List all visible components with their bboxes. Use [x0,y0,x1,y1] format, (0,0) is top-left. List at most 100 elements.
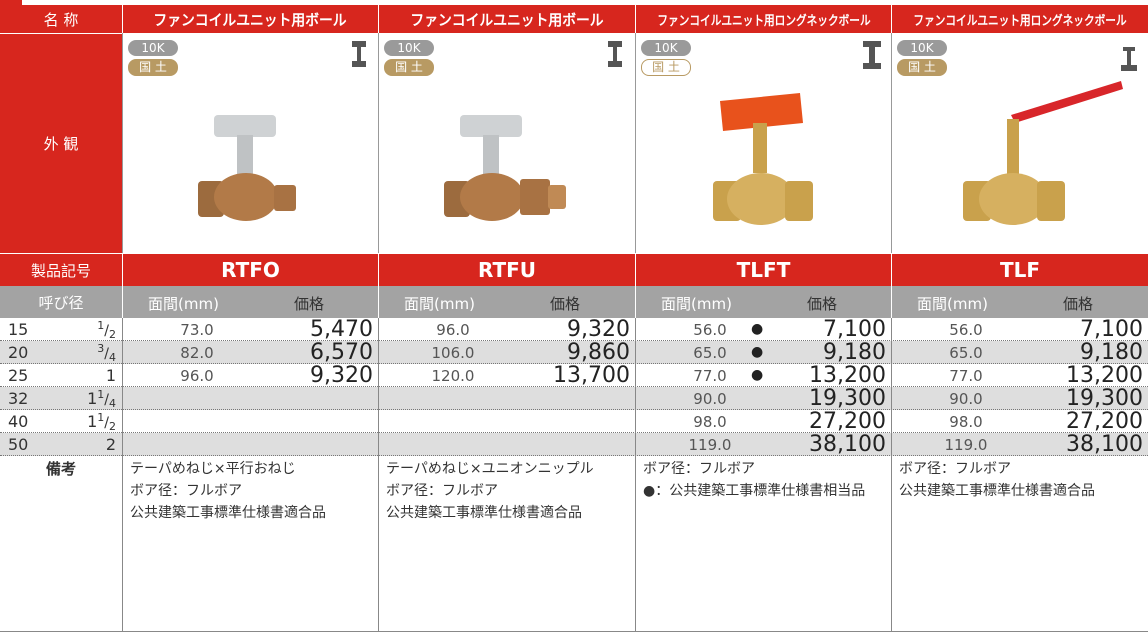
remark-line: ボア径：フルボア [130,483,242,499]
dim: 56.0 [693,321,727,339]
size: 15 [8,320,29,339]
row-band [0,433,1148,456]
dim-label: 面間(mm) [148,295,219,313]
inch-slash: / [104,392,109,408]
product-code: TLF [891,253,1148,286]
price: 5,470 [310,317,373,342]
inch: 1/2 [97,319,116,341]
dim: 120.0 [431,367,475,385]
dim: 82.0 [180,344,214,362]
product-name-text: ファンコイルユニット用ボール [410,10,604,29]
column-line [635,318,636,632]
inch-num: 1 [97,411,105,424]
dim: 119.0 [688,436,732,454]
remark-line: ボア径：フルボア [899,461,1011,477]
dim: 73.0 [180,321,214,339]
row-band [0,364,1148,387]
column-line [378,318,379,632]
row-band [0,318,1148,341]
size: 25 [8,366,29,385]
inch-whole: 2 [105,435,116,454]
inch: 3/4 [97,342,116,364]
dim-label: 面間(mm) [661,295,732,313]
subheader-cell [635,286,891,318]
product-name: ファンコイルユニット用ロングネックボール [891,5,1148,33]
price: 38,100 [1066,432,1143,457]
product-name-text: ファンコイルユニット用ロングネックボール [656,13,871,29]
remark-line: 公共建築工事標準仕様書適合品 [130,505,326,521]
inch-whole: 1 [87,389,98,408]
size: 50 [8,435,29,454]
subheader-cell [122,286,378,318]
product-code: TLFT [635,253,891,286]
code-label: 製品記号 [0,253,122,286]
inch-den: 2 [109,328,116,341]
price: 19,300 [1066,386,1143,411]
remark-line: テーパめねじ×ユニオンニップル [386,461,594,477]
price: 9,180 [1080,340,1143,365]
inch-den: 4 [109,397,116,410]
inch: 1 [106,366,116,385]
cert-badge: 国 土 [384,59,434,76]
pressure-badge: 10K [128,40,178,56]
cert-badge: 国 土 [897,59,947,76]
dim: 65.0 [693,344,727,362]
remarks-label: 備考 [45,460,76,478]
price: 13,700 [553,363,630,388]
dim: 77.0 [693,367,727,385]
inch-num: 1 [97,388,105,401]
inch-whole: 1 [87,412,98,431]
price: 9,320 [310,363,373,388]
inch-den: 2 [109,420,116,433]
remark-line: 公共建築工事標準仕様書適合品 [899,483,1095,499]
picture-border [122,33,123,253]
row-band [0,341,1148,364]
product-name-text: ファンコイルユニット用ロングネックボール [913,13,1127,29]
price: 13,200 [1066,363,1143,388]
inch-slash: / [104,415,109,431]
product-code: RTFO [122,253,378,286]
picture-border [635,33,636,253]
dim: 77.0 [949,367,983,385]
product-name: ファンコイルユニット用ボール [378,5,635,33]
dim: 119.0 [944,436,988,454]
mark: ● [751,321,764,337]
price: 38,100 [809,432,886,457]
row-band [0,387,1148,410]
subheader-cell [378,286,635,318]
pressure-badge: 10K [641,40,691,56]
remark-line: テーパめねじ×平行おねじ [130,461,296,477]
remark-line: 公共建築工事標準仕様書適合品 [386,505,582,521]
appearance-label: 外 観 [0,33,122,253]
inch-whole: 1 [105,366,116,385]
price-label: 価格 [294,295,325,313]
column-line [891,318,892,632]
size: 20 [8,343,29,362]
price: 19,300 [809,386,886,411]
price: 9,320 [567,317,630,342]
cert-badge: 国 土 [128,59,178,76]
dim: 90.0 [693,390,727,408]
size: 40 [8,412,29,431]
inch: 11/2 [87,411,116,433]
pressure-badge: 10K [384,40,434,56]
inch-num: 3 [97,342,105,355]
price-label: 価格 [1063,295,1094,313]
product-name-text: ファンコイルユニット用ボール [153,10,348,29]
price: 27,200 [809,409,886,434]
inch-slash: / [104,346,109,362]
dim-label: 面間(mm) [917,295,988,313]
price: 13,200 [809,363,886,388]
size: 32 [8,389,29,408]
inch: 2 [106,435,116,454]
remark-line: ●：公共建築工事標準仕様書相当品 [643,483,866,499]
price-label: 価格 [807,295,838,313]
size-label: 呼び径 [0,286,122,318]
price: 9,860 [567,340,630,365]
picture-border [378,33,379,253]
dim: 96.0 [180,367,214,385]
price-label: 価格 [550,295,581,313]
dim: 106.0 [431,344,475,362]
mark: ● [751,367,764,383]
